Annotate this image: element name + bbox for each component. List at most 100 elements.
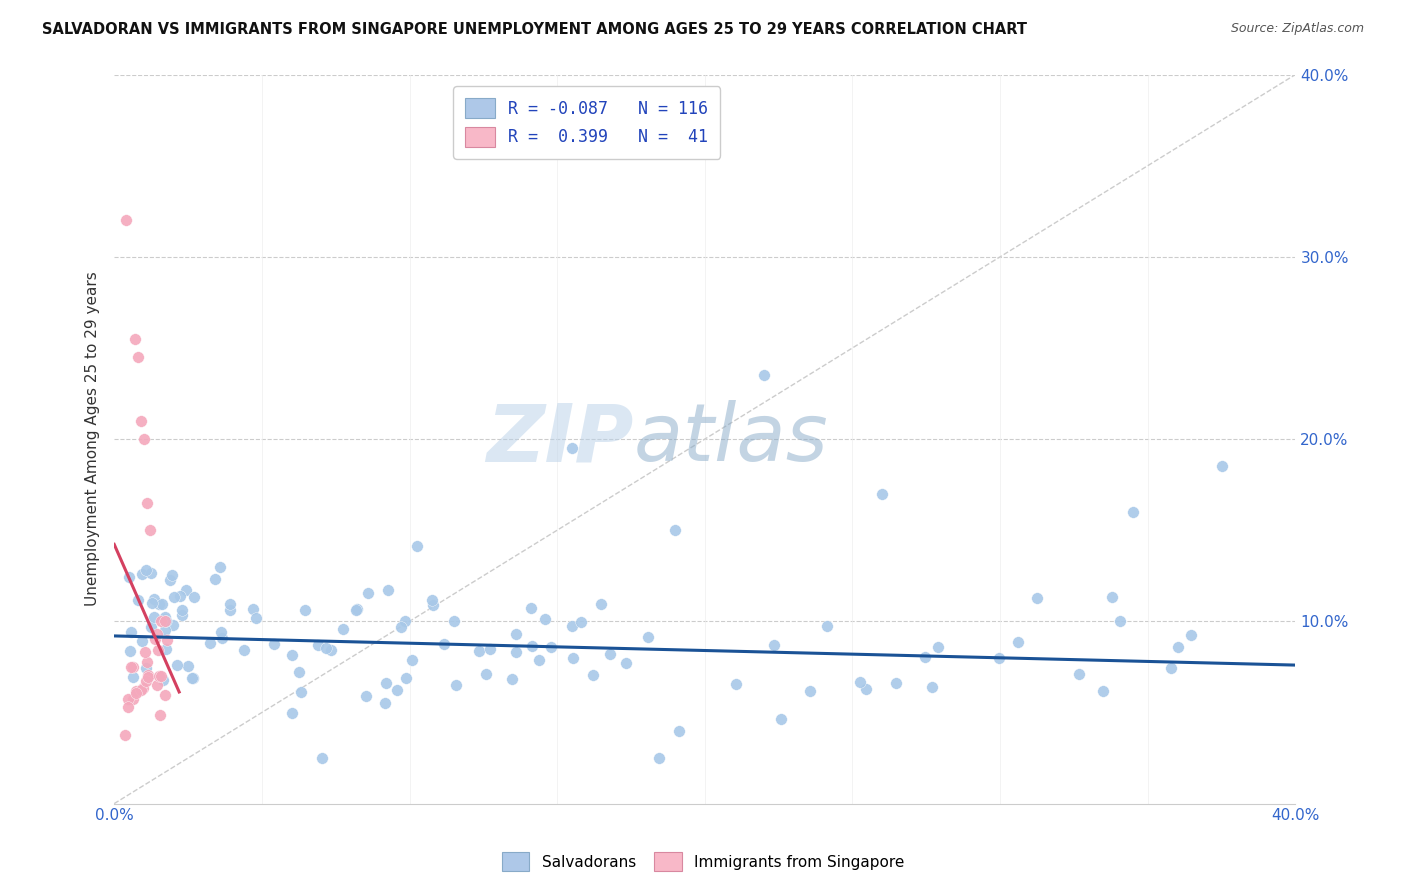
Point: [245, 610, 267, 624]
Point: [219, 597, 242, 611]
Point: [281, 706, 304, 720]
Point: [569, 615, 592, 629]
Point: [132, 681, 155, 695]
Point: [319, 642, 342, 657]
Point: [401, 653, 423, 667]
Point: [127, 350, 149, 364]
Point: [377, 583, 399, 598]
Point: [288, 665, 311, 680]
Point: [170, 603, 193, 617]
Point: [183, 590, 205, 604]
Point: [444, 677, 467, 691]
Point: [294, 603, 316, 617]
Point: [599, 647, 621, 661]
Point: [1122, 505, 1144, 519]
Point: [561, 441, 583, 455]
Point: [307, 639, 329, 653]
Point: [162, 618, 184, 632]
Point: [166, 657, 188, 672]
Point: [394, 614, 416, 628]
Point: [344, 603, 367, 617]
Point: [591, 597, 613, 611]
Point: [855, 681, 877, 696]
Point: [219, 603, 242, 617]
Point: [152, 673, 174, 688]
Point: [155, 615, 177, 629]
Point: [118, 569, 141, 583]
Point: [132, 432, 155, 446]
Point: [125, 683, 148, 698]
Point: [527, 653, 550, 667]
Point: [1160, 661, 1182, 675]
Point: [143, 592, 166, 607]
Point: [637, 630, 659, 644]
Point: [136, 670, 159, 684]
Point: [181, 671, 204, 685]
Point: [146, 643, 169, 657]
Point: [120, 625, 142, 640]
Point: [136, 668, 159, 682]
Point: [405, 539, 427, 553]
Point: [160, 568, 183, 582]
Point: [614, 657, 637, 671]
Point: [389, 620, 412, 634]
Point: [233, 643, 256, 657]
Point: [815, 619, 838, 633]
Point: [281, 648, 304, 662]
Point: [354, 689, 377, 703]
Point: [664, 523, 686, 537]
Point: [136, 656, 159, 670]
Point: [725, 676, 748, 690]
Point: [155, 641, 177, 656]
Point: [311, 751, 333, 765]
Point: [799, 683, 821, 698]
Y-axis label: Unemployment Among Ages 25 to 29 years: Unemployment Among Ages 25 to 29 years: [86, 272, 100, 607]
Point: [520, 639, 543, 653]
Point: [114, 728, 136, 742]
Point: [120, 643, 142, 657]
Point: [170, 607, 193, 622]
Point: [120, 660, 142, 674]
Point: [129, 682, 152, 697]
Point: [150, 597, 173, 611]
Text: ZIP: ZIP: [486, 401, 634, 478]
Point: [582, 667, 605, 681]
Legend: Salvadorans, Immigrants from Singapore: Salvadorans, Immigrants from Singapore: [496, 847, 910, 877]
Point: [122, 670, 145, 684]
Point: [131, 567, 153, 582]
Point: [117, 692, 139, 706]
Point: [769, 712, 792, 726]
Point: [1091, 683, 1114, 698]
Point: [870, 487, 893, 501]
Point: [208, 560, 231, 574]
Point: [211, 631, 233, 645]
Point: [987, 651, 1010, 665]
Point: [181, 671, 204, 685]
Point: [422, 598, 444, 612]
Point: [468, 643, 491, 657]
Point: [1180, 628, 1202, 642]
Point: [420, 593, 443, 607]
Point: [1109, 614, 1132, 628]
Point: [156, 632, 179, 647]
Point: [122, 691, 145, 706]
Point: [648, 751, 671, 765]
Point: [668, 724, 690, 739]
Point: [315, 640, 337, 655]
Point: [762, 638, 785, 652]
Point: [125, 686, 148, 700]
Point: [149, 708, 172, 723]
Point: [146, 678, 169, 692]
Point: [1101, 590, 1123, 604]
Point: [520, 600, 543, 615]
Point: [1007, 635, 1029, 649]
Point: [374, 696, 396, 710]
Point: [117, 699, 139, 714]
Point: [129, 414, 152, 428]
Point: [914, 649, 936, 664]
Point: [561, 650, 583, 665]
Point: [332, 622, 354, 636]
Point: [135, 564, 157, 578]
Point: [1067, 667, 1090, 681]
Point: [159, 574, 181, 588]
